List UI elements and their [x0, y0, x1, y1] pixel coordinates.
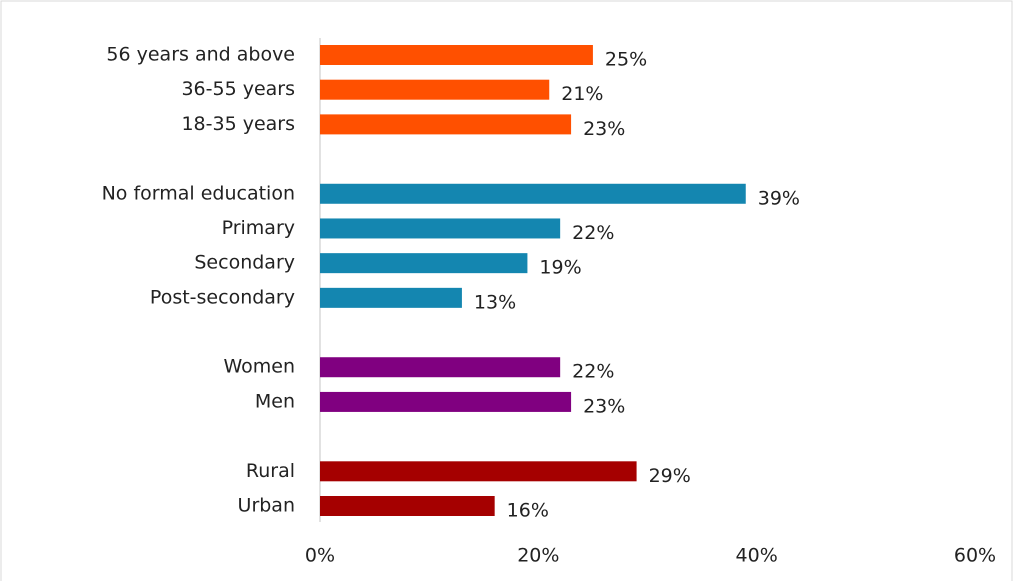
value-label: 13%	[474, 291, 516, 313]
value-label: 16%	[507, 500, 549, 522]
bar	[320, 218, 561, 239]
y-tick-label: 56 years and above	[106, 44, 295, 66]
value-label: 22%	[572, 222, 614, 244]
value-label: 39%	[758, 187, 800, 209]
bar	[320, 45, 593, 65]
bar	[320, 391, 572, 412]
bar	[320, 496, 495, 516]
bar	[320, 114, 572, 135]
value-label: 23%	[583, 395, 625, 417]
y-tick-label: Men	[255, 390, 295, 412]
bar	[320, 253, 528, 274]
value-label: 29%	[649, 465, 691, 487]
y-tick-label: Rural	[246, 460, 295, 482]
y-tick-label: Post-secondary	[150, 286, 295, 308]
bar	[320, 461, 637, 482]
y-tick-label: Secondary	[194, 252, 295, 274]
y-tick-label: Urban	[238, 495, 295, 517]
x-tick-label: 0%	[305, 545, 335, 567]
value-label: 25%	[605, 49, 647, 71]
x-tick-label: 20%	[517, 545, 559, 567]
value-label: 19%	[539, 257, 581, 279]
y-tick-label: Primary	[222, 217, 295, 239]
value-label: 21%	[561, 83, 603, 105]
y-tick-label: 18-35 years	[181, 113, 295, 135]
x-tick-label: 40%	[736, 545, 778, 567]
bar	[320, 79, 550, 100]
x-tick-label: 60%	[954, 545, 996, 567]
value-label: 22%	[572, 361, 614, 383]
bar	[320, 357, 561, 378]
bar	[320, 287, 462, 308]
y-tick-label: 36-55 years	[181, 78, 295, 100]
value-label: 23%	[583, 118, 625, 140]
y-tick-label: Women	[223, 356, 295, 378]
bar	[320, 183, 746, 204]
y-tick-label: No formal education	[102, 182, 295, 204]
